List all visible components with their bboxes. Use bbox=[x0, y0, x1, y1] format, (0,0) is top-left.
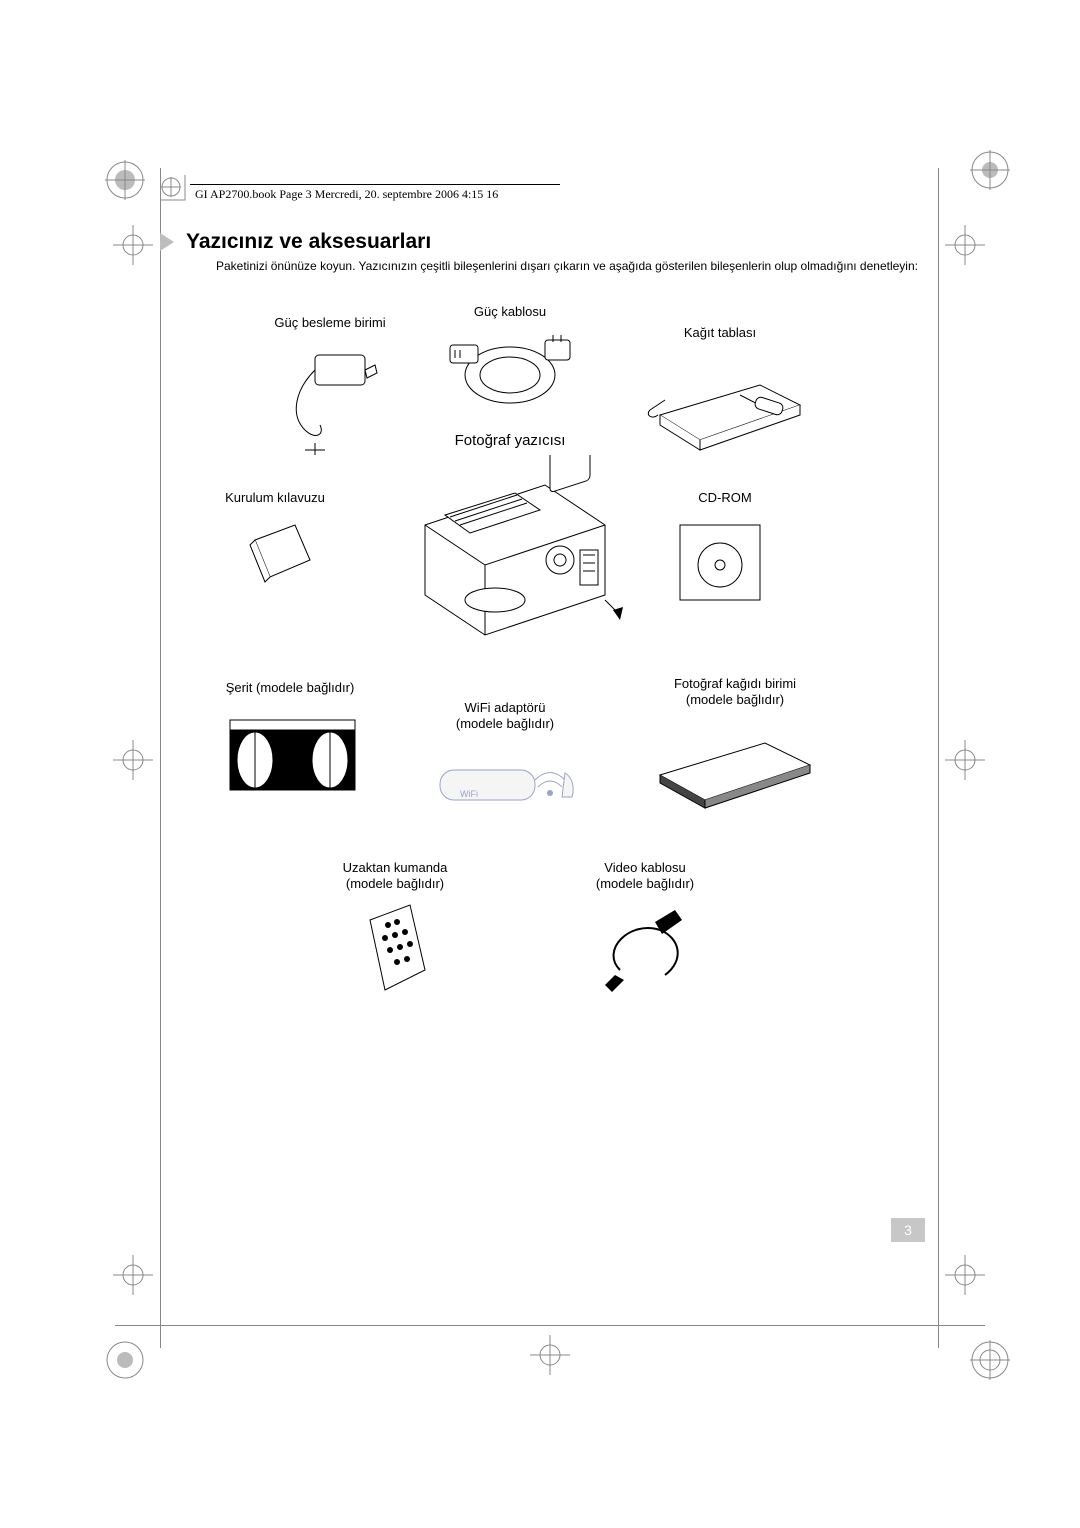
illus-power-unit bbox=[265, 335, 385, 455]
frame-left bbox=[160, 168, 161, 1348]
label-video-l2: (modele bağlıdır) bbox=[596, 876, 694, 891]
label-video: Video kablosu (modele bağlıdır) bbox=[545, 860, 745, 893]
intro-paragraph: Paketinizi önünüze koyun. Yazıcınızın çe… bbox=[216, 258, 936, 274]
illus-wifi: WiFi bbox=[430, 755, 580, 815]
title-arrow-icon bbox=[160, 233, 174, 251]
header-bracket bbox=[160, 175, 192, 205]
corner-br bbox=[940, 1320, 1010, 1390]
reg-left-1 bbox=[108, 220, 158, 270]
label-paper-tray: Kağıt tablası bbox=[640, 325, 800, 341]
label-photo-paper-l1: Fotoğraf kağıdı birimi bbox=[674, 676, 796, 691]
illus-printer bbox=[395, 455, 625, 645]
label-power-cable: Güç kablosu bbox=[430, 304, 590, 320]
corner-bl bbox=[105, 1320, 165, 1380]
header-text: GI AP2700.book Page 3 Mercredi, 20. sept… bbox=[195, 187, 498, 202]
illus-remote bbox=[355, 900, 435, 1000]
illus-cdrom bbox=[670, 515, 770, 610]
label-printer: Fotoğraf yazıcısı bbox=[420, 432, 600, 451]
label-photo-paper: Fotoğraf kağıdı birimi (modele bağlıdır) bbox=[630, 676, 840, 709]
illus-paper-tray bbox=[640, 355, 810, 455]
illus-photo-paper bbox=[645, 725, 825, 815]
label-remote-l1: Uzaktan kumanda bbox=[343, 860, 448, 875]
corner-tr bbox=[940, 150, 1010, 220]
section-title-row: Yazıcınız ve aksesuarları bbox=[160, 230, 431, 254]
label-ribbon: Şerit (modele bağlıdır) bbox=[190, 680, 390, 696]
label-video-l1: Video kablosu bbox=[604, 860, 685, 875]
label-install-guide: Kurulum kılavuzu bbox=[190, 490, 360, 506]
illus-install-guide bbox=[240, 515, 320, 595]
corner-tl bbox=[105, 160, 165, 220]
label-wifi-l2: (modele bağlıdır) bbox=[456, 716, 554, 731]
reg-right-bot bbox=[940, 1250, 990, 1300]
reg-right-1 bbox=[940, 220, 990, 270]
label-remote: Uzaktan kumanda (modele bağlıdır) bbox=[295, 860, 495, 893]
svg-text:WiFi: WiFi bbox=[460, 789, 478, 799]
label-wifi: WiFi adaptörü (modele bağlıdır) bbox=[415, 700, 595, 733]
label-remote-l2: (modele bağlıdır) bbox=[346, 876, 444, 891]
reg-left-bot bbox=[108, 1250, 158, 1300]
reg-right-mid bbox=[940, 735, 990, 785]
frame-right bbox=[938, 168, 939, 1348]
illus-video-cable bbox=[590, 900, 700, 1000]
section-title: Yazıcınız ve aksesuarları bbox=[186, 230, 431, 254]
illus-power-cable bbox=[445, 320, 575, 410]
label-photo-paper-l2: (modele bağlıdır) bbox=[686, 692, 784, 707]
label-power-unit: Güç besleme birimi bbox=[240, 315, 420, 331]
reg-bottom-center bbox=[525, 1330, 575, 1380]
frame-bottom bbox=[115, 1325, 985, 1326]
label-cdrom: CD-ROM bbox=[650, 490, 800, 506]
illus-ribbon bbox=[220, 705, 365, 805]
reg-left-mid bbox=[108, 735, 158, 785]
label-wifi-l1: WiFi adaptörü bbox=[465, 700, 546, 715]
page-number: 3 bbox=[891, 1218, 925, 1242]
header-underline bbox=[190, 184, 560, 185]
